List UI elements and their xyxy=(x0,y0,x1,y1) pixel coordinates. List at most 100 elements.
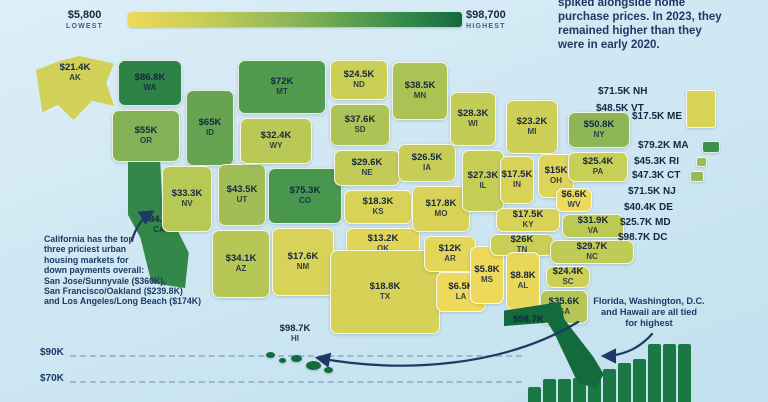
state-value: $17.5K xyxy=(512,209,544,221)
gridline-70k xyxy=(70,381,522,383)
state-value: $50.8K xyxy=(583,119,615,131)
state-WY: $32.4K WY xyxy=(240,118,312,164)
state-value: $5.8K xyxy=(474,264,500,276)
state-abbr: ID xyxy=(206,127,214,137)
state-AZ: $34.1K AZ xyxy=(212,230,270,298)
state-IL: $27.3K IL xyxy=(462,150,504,212)
state-CO: $75.3K CO xyxy=(268,168,342,224)
state-MD-label: $25.7K MD xyxy=(620,217,671,228)
state-value: $17.8K xyxy=(425,198,457,210)
state-RI-shape xyxy=(696,157,707,167)
hawaii-island xyxy=(279,358,286,363)
state-abbr: AK xyxy=(69,72,81,82)
state-value: $23.2K xyxy=(516,116,548,128)
state-abbr: KS xyxy=(372,206,384,216)
state-HI-label: $98.7K HI xyxy=(272,323,318,344)
legend-highest: $98,700 HIGHEST xyxy=(466,9,506,30)
state-OR: $55K OR xyxy=(112,110,180,162)
state-NE: $29.6K NE xyxy=(334,150,400,186)
hawaii-island xyxy=(291,355,302,362)
state-value: $34.1K xyxy=(225,253,257,265)
state-abbr: MN xyxy=(413,90,427,100)
bar xyxy=(558,379,571,402)
state-value: $29.6K xyxy=(351,157,383,169)
state-abbr: AL xyxy=(517,280,529,290)
state-MI: $23.2K MI xyxy=(506,100,558,154)
state-abbr: AZ xyxy=(235,263,247,273)
state-value: $6.5K xyxy=(448,281,474,293)
annotation-california: California has the top three priciest ur… xyxy=(44,234,202,307)
bar xyxy=(648,344,661,402)
state-abbr: MT xyxy=(276,86,288,96)
state-PA: $25.4K PA xyxy=(568,152,628,182)
state-DE-label: $40.4K DE xyxy=(624,202,673,213)
state-SD: $37.6K SD xyxy=(330,104,390,146)
state-abbr: UT xyxy=(236,194,248,204)
state-abbr: HI xyxy=(291,333,299,343)
state-value: $33.3K xyxy=(171,188,203,200)
state-NM: $17.6K NM xyxy=(272,228,334,296)
state-abbr: NV xyxy=(181,198,193,208)
legend-max-value: $98,700 xyxy=(466,9,506,21)
state-abbr: SC xyxy=(562,276,574,286)
bar xyxy=(663,344,676,402)
state-value: $13.2K xyxy=(367,233,399,245)
state-WI: $28.3K WI xyxy=(450,92,496,146)
state-value: $86.8K xyxy=(134,72,166,84)
state-value: $98.7K xyxy=(513,314,544,325)
legend-lowest: $5,800 LOWEST xyxy=(66,9,103,30)
state-WV: $6.6K WV xyxy=(556,188,592,212)
legend-min-label: LOWEST xyxy=(66,23,104,31)
state-AL: $8.8K AL xyxy=(506,252,540,310)
annotation-highest: Florida, Washington, D.C. and Hawaii are… xyxy=(593,296,705,329)
state-abbr: WI xyxy=(468,118,478,128)
state-MA-label: $79.2K MA xyxy=(638,140,689,151)
state-abbr: WA xyxy=(143,82,157,92)
state-RI-label: $45.3K RI xyxy=(634,156,680,167)
state-value: $65K xyxy=(198,117,222,129)
state-value: $37.6K xyxy=(344,114,376,126)
state-SC: $24.4K SC xyxy=(546,266,590,288)
state-abbr: KY xyxy=(522,219,534,229)
y-tick-90k: $90K xyxy=(40,347,64,358)
state-abbr: MI xyxy=(527,126,537,136)
state-value: $26K xyxy=(510,234,534,246)
state-abbr: OH xyxy=(550,175,562,185)
state-abbr: NE xyxy=(361,167,373,177)
bar xyxy=(618,363,631,402)
state-NC: $29.7K NC xyxy=(550,240,634,264)
y-tick-70k: $70K xyxy=(40,373,64,384)
state-VA: $31.9K VA xyxy=(562,214,624,238)
state-abbr: OK xyxy=(377,243,389,253)
bar xyxy=(633,359,646,402)
state-value: $18.8K xyxy=(369,281,401,293)
state-TX: $18.8K TX xyxy=(330,250,440,334)
state-value: $75.3K xyxy=(289,185,321,197)
state-value: $38.5K xyxy=(404,80,436,92)
state-NY: $50.8K NY xyxy=(568,112,630,148)
legend-gradient-bar xyxy=(128,12,462,27)
bar-chart xyxy=(528,344,691,402)
state-CT-shape xyxy=(690,171,704,182)
state-value: $35.6K xyxy=(548,296,580,308)
bar xyxy=(528,387,541,402)
bar xyxy=(603,369,616,402)
state-IA: $26.5K IA xyxy=(398,144,456,182)
state-MT: $72K MT xyxy=(238,60,326,114)
state-value: $26.5K xyxy=(411,152,443,164)
state-ID: $65K ID xyxy=(186,90,234,166)
state-abbr: MS xyxy=(481,274,493,284)
state-NV: $33.3K NV xyxy=(162,166,212,232)
hawaii-island xyxy=(266,352,275,358)
state-value: $12K xyxy=(438,243,462,255)
state-abbr: SD xyxy=(354,124,366,134)
bar xyxy=(678,344,691,402)
state-abbr: WY xyxy=(269,140,283,150)
state-NH-label: $71.5K NH xyxy=(598,86,648,97)
state-value: $6.6K xyxy=(561,189,587,201)
state-abbr: NY xyxy=(593,129,605,139)
state-KS: $18.3K KS xyxy=(344,190,412,224)
state-value: $31.9K xyxy=(577,215,609,227)
state-VT-label: $48.5K VT xyxy=(596,103,644,114)
